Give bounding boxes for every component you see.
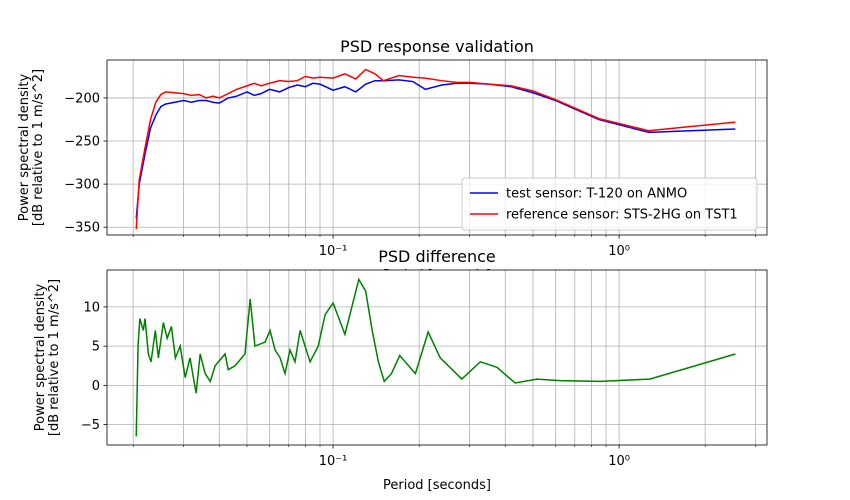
axes-frame bbox=[106, 269, 768, 446]
series-line bbox=[135, 277, 736, 437]
y-axis-label: Power spectral density bbox=[17, 73, 32, 221]
axes-background bbox=[107, 270, 767, 445]
y-tick-label: −300 bbox=[64, 178, 100, 193]
x-tick-label: 10⁻¹ bbox=[319, 454, 348, 469]
chart-title: PSD difference bbox=[378, 247, 496, 266]
y-tick-label: −5 bbox=[81, 418, 100, 433]
legend-box bbox=[461, 177, 758, 231]
panel: 10⁻¹ 10⁰ −200 −250 −300 −350 PSD response vali… bbox=[17, 37, 768, 283]
y-axis-label: [dB relative to 1 m/s^2] bbox=[31, 69, 46, 226]
y-tick-label: −350 bbox=[64, 221, 100, 236]
legend-label: test sensor: T-120 on ANMO bbox=[506, 187, 687, 202]
axes-frame bbox=[106, 59, 768, 236]
y-tick-label: −200 bbox=[64, 91, 100, 106]
y-tick-label: 5 bbox=[92, 340, 100, 355]
legend-label: reference sensor: STS-2HG on TST1 bbox=[506, 208, 738, 223]
panel: 10⁻¹ 10⁰ 10 5 0 −5 PSD difference Period [secon… bbox=[33, 247, 768, 493]
x-tick-label: 10⁰ bbox=[608, 244, 630, 259]
x-tick-label: 10⁰ bbox=[608, 454, 630, 469]
y-axis-label: [dB relative to 1 m/s^2] bbox=[47, 279, 62, 436]
series-line bbox=[135, 79, 736, 219]
y-tick-label: 0 bbox=[92, 379, 100, 394]
y-tick-label: 10 bbox=[83, 300, 100, 315]
chart-title: PSD response validation bbox=[340, 37, 534, 56]
series-line bbox=[135, 68, 736, 230]
y-tick-label: −250 bbox=[64, 135, 100, 150]
y-axis-label: Power spectral density bbox=[33, 283, 48, 431]
x-axis-label: Period [seconds] bbox=[383, 478, 491, 493]
x-tick-label: 10⁻¹ bbox=[319, 244, 348, 259]
